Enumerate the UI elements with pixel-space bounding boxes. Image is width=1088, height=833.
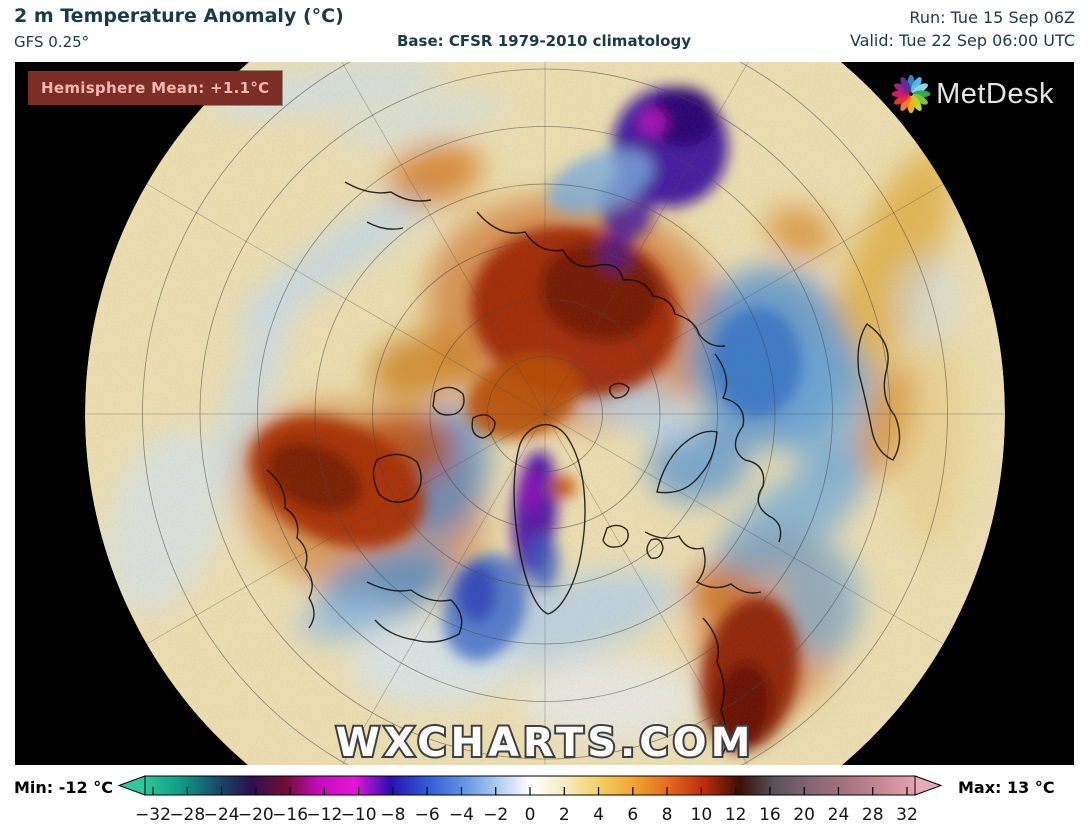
hemisphere-mean-badge: Hemisphere Mean: +1.1°C xyxy=(28,71,283,105)
run-time-label: Run: Tue 15 Sep 06Z xyxy=(909,8,1075,27)
svg-text:0: 0 xyxy=(525,805,536,825)
svg-text:32: 32 xyxy=(896,805,918,825)
svg-text:−28: −28 xyxy=(169,805,205,825)
colorbar-min-label: Min: -12 °C xyxy=(14,778,113,797)
svg-text:20: 20 xyxy=(793,805,815,825)
svg-text:−6: −6 xyxy=(415,805,440,825)
svg-text:12: 12 xyxy=(725,805,747,825)
metdesk-pinwheel-icon xyxy=(891,74,931,114)
header: 2 m Temperature Anomaly (°C) GFS 0.25° B… xyxy=(0,0,1088,62)
svg-text:−4: −4 xyxy=(449,805,474,825)
svg-text:6: 6 xyxy=(627,805,638,825)
model-resolution-label: GFS 0.25° xyxy=(14,33,90,51)
valid-time-label: Valid: Tue 22 Sep 06:00 UTC xyxy=(849,31,1075,50)
coastlines xyxy=(266,181,901,755)
svg-text:−20: −20 xyxy=(238,805,274,825)
graticule xyxy=(85,62,1005,765)
wxcharts-watermark: WXCHARTS.COM xyxy=(336,720,755,765)
colorbar-footer: Min: -12 °C −32 −28 −24 −20 −16 −12 −10 −8 −6 −4−… xyxy=(0,765,1088,833)
map-disk xyxy=(85,62,1005,765)
svg-text:10: 10 xyxy=(691,805,713,825)
svg-text:−8: −8 xyxy=(380,805,405,825)
svg-text:−16: −16 xyxy=(272,805,308,825)
svg-text:−32: −32 xyxy=(135,805,171,825)
metdesk-logo: MetDesk xyxy=(891,74,1054,114)
svg-text:4: 4 xyxy=(593,805,604,825)
hemisphere-anomaly-map: WXCHARTS.COM xyxy=(15,62,1074,765)
speckle-texture xyxy=(85,62,1005,765)
temperature-colorbar: −32−28−24−20−16−12−10 −8 −6 −4 −2 0 2 4 6 8 10 12 16… xyxy=(118,775,942,825)
svg-text:−2: −2 xyxy=(483,805,508,825)
base-climatology-label: Base: CFSR 1979-2010 climatology xyxy=(396,32,692,50)
map-panel: WXCHARTS.COM Hemisphere Mean: +1.1°C Met… xyxy=(15,62,1074,765)
svg-text:2: 2 xyxy=(559,805,570,825)
svg-text:−10: −10 xyxy=(341,805,377,825)
colorbar-max-label: Max: 13 °C xyxy=(958,778,1055,797)
svg-text:16: 16 xyxy=(759,805,781,825)
svg-text:8: 8 xyxy=(662,805,673,825)
metdesk-logo-text: MetDesk xyxy=(936,77,1054,110)
svg-text:−24: −24 xyxy=(204,805,240,825)
svg-text:24: 24 xyxy=(828,805,850,825)
svg-text:−12: −12 xyxy=(306,805,342,825)
svg-text:28: 28 xyxy=(862,805,884,825)
chart-title: 2 m Temperature Anomaly (°C) xyxy=(14,5,344,27)
